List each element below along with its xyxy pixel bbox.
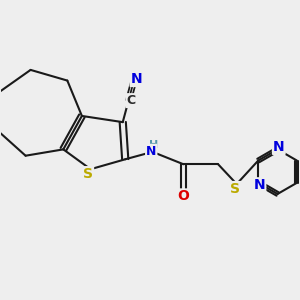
Text: O: O — [178, 189, 189, 203]
Text: S: S — [83, 167, 93, 181]
Text: N: N — [130, 72, 142, 86]
Text: N: N — [273, 140, 285, 154]
Text: S: S — [230, 182, 241, 196]
Text: N: N — [254, 178, 265, 192]
Text: H: H — [149, 140, 158, 150]
Text: N: N — [146, 145, 156, 158]
Text: C: C — [126, 94, 136, 107]
